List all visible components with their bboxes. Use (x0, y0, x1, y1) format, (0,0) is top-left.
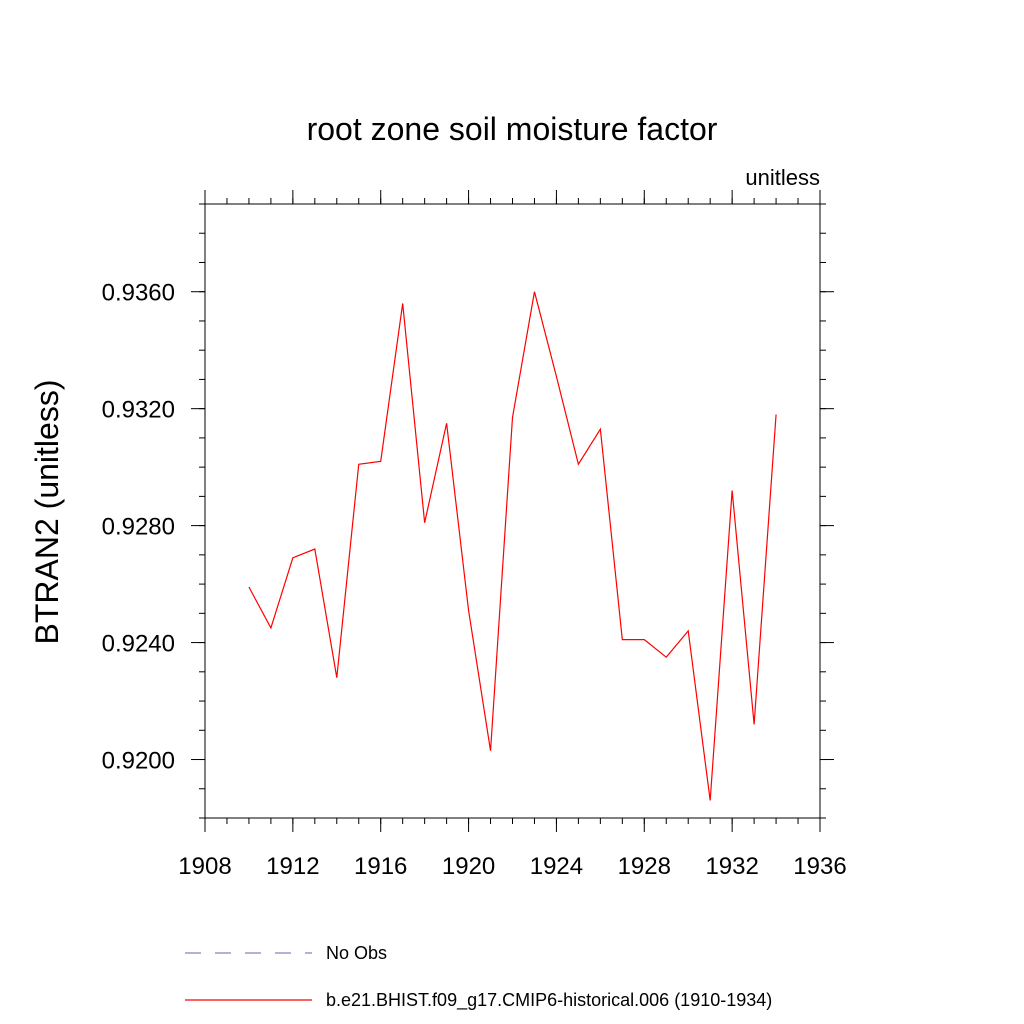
y-tick-label: 0.9280 (102, 514, 175, 541)
plot-series (248, 291, 777, 801)
legend-label-0: No Obs (326, 943, 387, 963)
y-tick-label: 0.9320 (102, 397, 175, 424)
x-tick-label: 1916 (354, 853, 407, 880)
plot-frame (204, 203, 821, 819)
x-tick-label: 1936 (793, 853, 846, 880)
x-tick-label: 1928 (618, 853, 671, 880)
x-tick-label: 1924 (530, 853, 583, 880)
x-tick-label: 1932 (705, 853, 758, 880)
series-line-1 (248, 291, 777, 801)
x-tick-label: 1920 (442, 853, 495, 880)
y-tick-label: 0.9240 (102, 631, 175, 658)
y-tick-label: 0.9360 (102, 280, 175, 307)
legend-label-1: b.e21.BHIST.f09_g17.CMIP6-historical.006… (326, 990, 772, 1011)
x-tick-label: 1912 (266, 853, 319, 880)
y-tick-label: 0.9200 (102, 748, 175, 775)
chart-title: root zone soil moisture factor (307, 111, 718, 147)
chart-units: unitless (745, 165, 820, 190)
axis-ticks: 1908 1912 1916 1920 1924 1928 1932 1936 0.9200 0.… (102, 190, 847, 880)
x-tick-label: 1908 (178, 853, 231, 880)
y-axis-label: BTRAN2 (unitless) (29, 380, 65, 645)
legend: No Obs b.e21.BHIST.f09_g17.CMIP6-historic… (185, 943, 772, 1011)
